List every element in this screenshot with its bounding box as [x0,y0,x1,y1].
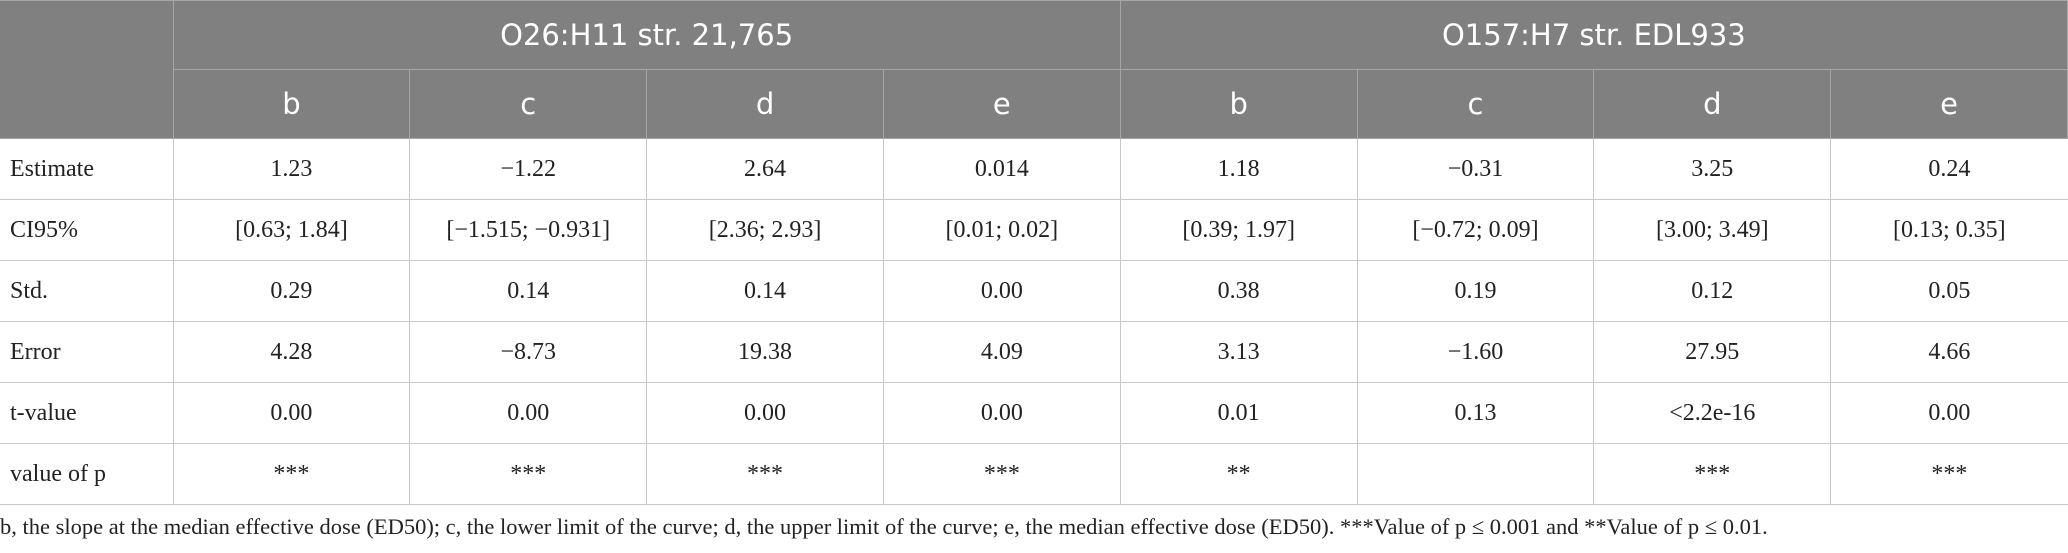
group-header: O157:H7 str. EDL933 [1119,0,2068,70]
table-cell: 4.66 [1830,321,2068,383]
table-cell: 19.38 [646,321,884,383]
table-cell: 0.13 [1356,382,1594,444]
table-cell: 0.19 [1356,260,1594,322]
table-cell: 0.29 [172,260,410,322]
column-header: d [1593,69,1832,139]
table-cell: [0.13; 0.35] [1830,199,2068,261]
table-cell: 0.01 [1119,382,1358,444]
corner-cell [0,0,174,139]
table-cell [1356,443,1594,505]
table-cell: 0.14 [646,260,884,322]
table-cell: [0.63; 1.84] [172,199,410,261]
table-cell: 1.23 [172,138,410,200]
table-cell: 0.14 [409,260,647,322]
column-header: d [646,69,884,139]
group-header: O26:H11 str. 21,765 [172,0,1121,70]
table-cell: [2.36; 2.93] [646,199,884,261]
table-cell: 0.00 [882,260,1121,322]
footnote: b, the slope at the median effective dos… [0,514,1768,539]
row-label: Std. [0,260,173,322]
table-cell: 0.24 [1830,138,2068,200]
column-header: e [882,69,1121,139]
table-cell: [−1.515; −0.931] [409,199,647,261]
table-head: O26:H11 str. 21,765 O157:H7 str. EDL933 b… [0,0,2068,139]
table-cell: 3.13 [1119,321,1358,383]
table-cell: [3.00; 3.49] [1593,199,1831,261]
table-cell: 0.00 [1830,382,2068,444]
column-header: c [409,69,648,139]
table-row: CI95% [0.63; 1.84] [−1.515; −0.931] [2.36; … [0,199,2068,261]
column-header: e [1830,69,2068,139]
table-cell: 0.00 [172,382,410,444]
column-header: c [1356,69,1595,139]
row-label: t-value [0,382,173,444]
table-cell: 4.28 [172,321,410,383]
table-row: Std. 0.29 0.14 0.14 0.00 0.38 0.19 0.12 0.05 [0,260,2068,322]
table-cell: [0.01; 0.02] [882,199,1121,261]
table-cell: −1.22 [409,138,647,200]
table-cell: 1.18 [1119,138,1358,200]
table-cell: [−0.72; 0.09] [1356,199,1594,261]
table-cell: 0.12 [1593,260,1831,322]
table-cell: ** [1119,443,1358,505]
table-cell: 0.00 [646,382,884,444]
table-row: Error 4.28 −8.73 19.38 4.09 3.13 −1.60 27.95 4.6… [0,321,2068,383]
table-cell: −8.73 [409,321,647,383]
table-cell: 4.09 [882,321,1121,383]
table-cell: 0.38 [1119,260,1358,322]
table-cell: *** [882,443,1121,505]
results-table: O26:H11 str. 21,765 O157:H7 str. EDL933 b… [0,0,2068,505]
table-cell: 0.014 [882,138,1121,200]
table-body: Estimate 1.23 −1.22 2.64 0.014 1.18 −0.31 3.25 0… [0,138,2068,505]
table-cell: −1.60 [1356,321,1594,383]
table-cell: 27.95 [1593,321,1831,383]
table-cell: 0.05 [1830,260,2068,322]
table-cell: 0.00 [409,382,647,444]
table-row: Estimate 1.23 −1.22 2.64 0.014 1.18 −0.31 3.25 0… [0,138,2068,200]
table-cell: *** [409,443,647,505]
table-cell: *** [1593,443,1831,505]
table-cell: 3.25 [1593,138,1831,200]
table-row: value of p *** *** *** *** ** *** *** [0,443,2068,505]
row-label: CI95% [0,199,173,261]
table-cell: 0.00 [882,382,1121,444]
column-header: b [1119,69,1358,139]
row-label: Error [0,321,173,383]
group-row: O26:H11 str. 21,765 O157:H7 str. EDL933 [0,0,2068,139]
table-row: t-value 0.00 0.00 0.00 0.00 0.01 0.13 <2.2e-16 0… [0,382,2068,444]
table-cell: *** [172,443,410,505]
table-cell: 2.64 [646,138,884,200]
row-label: Estimate [0,138,173,200]
column-header: b [172,69,411,139]
table-cell: *** [1830,443,2068,505]
table-cell: <2.2e-16 [1593,382,1831,444]
table-cell: −0.31 [1356,138,1594,200]
table-cell: *** [646,443,884,505]
row-label: value of p [0,443,173,505]
table-cell: [0.39; 1.97] [1119,199,1358,261]
